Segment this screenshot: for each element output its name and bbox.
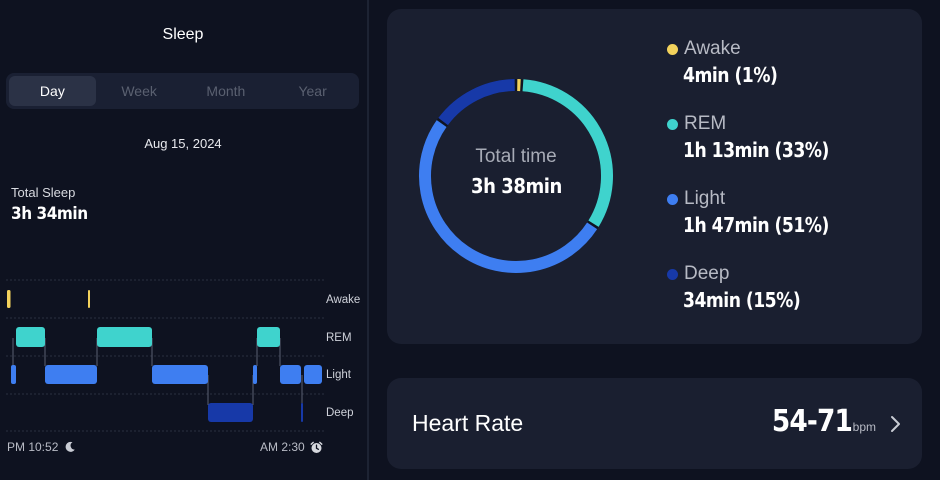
chevron-right-icon[interactable]: [888, 414, 902, 434]
rem-segment: [16, 327, 45, 347]
sleep-stage-donut: [419, 79, 613, 273]
legend-value-light: 1h 47min (51%): [683, 213, 829, 237]
legend-item-light: Light 1h 47min (51%): [667, 188, 853, 237]
rem-segment: [97, 327, 152, 347]
heart-rate-card[interactable]: Heart Rate 54-71 bpm: [387, 378, 922, 469]
rem-segment: [257, 327, 280, 347]
heart-rate-unit: bpm: [852, 420, 876, 434]
deep-dot: [667, 268, 678, 280]
awake-dot: [667, 43, 678, 55]
light-segment: [152, 365, 208, 384]
panel-divider: [367, 0, 369, 480]
legend-value-deep: 34min (15%): [683, 288, 801, 312]
stage-label-deep: Deep: [326, 407, 354, 419]
alarm-clock-icon: [310, 441, 323, 453]
donut-segment-light: [419, 120, 598, 273]
stage-label-rem: REM: [326, 332, 352, 344]
legend-value-awake: 4min (1%): [683, 63, 778, 87]
legend-name-light: Light: [684, 188, 726, 209]
rem-dot: [667, 118, 678, 130]
sleep-day-panel: Sleep Day Week Month Year Aug 15, 2024 T…: [0, 0, 366, 480]
sleep-end-label: AM 2:30: [260, 440, 305, 454]
tab-month[interactable]: Month: [206, 83, 246, 99]
total-sleep-label: Total Sleep: [11, 185, 76, 200]
sleep-start-label: PM 10:52: [7, 440, 59, 454]
total-sleep-value: 3h 34min: [11, 204, 88, 224]
donut-center: Total time 3h 38min: [413, 73, 619, 279]
light-segment: [304, 365, 322, 384]
legend-name-deep: Deep: [684, 263, 730, 284]
legend-item-awake: Awake 4min (1%): [667, 38, 793, 87]
selected-date[interactable]: Aug 15, 2024: [144, 136, 222, 151]
legend-value-rem: 1h 13min (33%): [683, 138, 829, 162]
heart-rate-value: 54-71: [771, 404, 853, 439]
stage-label-awake: Awake: [326, 294, 361, 306]
legend-name-awake: Awake: [684, 38, 741, 59]
tab-year[interactable]: Year: [298, 83, 327, 99]
sleep-summary-card: Total time 3h 38min Awake 4min (1%) REM …: [387, 9, 922, 344]
heart-rate-value-group: 54-71 bpm: [761, 404, 876, 439]
donut-caption: Total time: [475, 146, 557, 167]
light-segment: [11, 365, 16, 384]
hypnogram-grid: [6, 279, 324, 432]
deep-segment: [208, 403, 253, 422]
page-title: Sleep: [162, 26, 204, 43]
awake-segment: [88, 290, 90, 308]
sleep-stage-hypnogram: [6, 279, 324, 432]
light-segment: [45, 365, 97, 384]
moon-icon: [66, 441, 76, 452]
stage-label-light: Light: [326, 369, 351, 381]
light-segment: [253, 365, 257, 384]
awake-segment: [7, 290, 11, 308]
legend-name-rem: REM: [684, 113, 727, 134]
heart-rate-title: Heart Rate: [412, 410, 524, 436]
donut-segment-rem: [522, 79, 613, 227]
light-dot: [667, 193, 678, 205]
sleep-end-time: AM 2:30: [260, 440, 323, 454]
deep-segment: [301, 403, 303, 422]
sleep-start-time: PM 10:52: [7, 440, 76, 454]
total-time-value: 3h 38min: [470, 174, 562, 198]
donut-segment-deep: [438, 79, 515, 126]
tab-week[interactable]: Week: [121, 83, 157, 99]
tab-day[interactable]: Day: [9, 76, 96, 106]
light-segment: [280, 365, 301, 384]
legend-item-deep: Deep 34min (15%): [667, 263, 819, 312]
range-tab-bar: Day Week Month Year: [6, 73, 359, 109]
legend-item-rem: REM 1h 13min (33%): [667, 113, 853, 162]
